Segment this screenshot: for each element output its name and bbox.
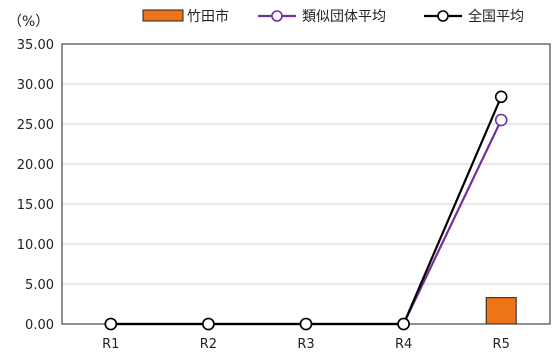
legend-label: 竹田市 — [187, 8, 229, 25]
data-point — [104, 317, 118, 331]
y-tick-label: 25.00 — [17, 118, 54, 133]
y-tick-label: 0.00 — [25, 318, 54, 333]
y-tick-label: 20.00 — [17, 158, 54, 173]
y-axis-ticks: 35.00 30.00 25.00 20.00 15.00 10.00 5.00 0.00 — [17, 38, 54, 333]
data-point — [202, 317, 215, 331]
y-tick-label: 15.00 — [17, 198, 54, 213]
y-tick-label: 30.00 — [17, 78, 54, 93]
data-point — [494, 90, 508, 104]
y-tick-label: 35.00 — [17, 38, 54, 53]
x-tick-label: R2 — [200, 337, 217, 352]
plot-area — [61, 43, 551, 325]
y-tick-label: 10.00 — [17, 238, 54, 253]
data-point — [299, 317, 313, 331]
x-tick-label: R3 — [297, 337, 314, 352]
legend-marker — [271, 10, 283, 22]
legend-swatch — [142, 9, 184, 22]
x-tick-label: R5 — [493, 337, 510, 352]
series-line — [110, 119, 503, 326]
legend-label: 全国平均 — [468, 8, 524, 25]
series-line — [110, 96, 503, 326]
legend-marker — [437, 10, 449, 22]
data-point — [494, 113, 508, 127]
x-tick-label: R1 — [102, 337, 119, 352]
x-axis-ticks: R1 R2 R3 R4 R5 — [102, 337, 510, 352]
y-tick-label: 5.00 — [25, 278, 54, 293]
bar-series — [485, 297, 517, 325]
legend-label: 類似団体平均 — [302, 9, 386, 25]
x-tick-label: R4 — [395, 337, 412, 352]
legend: 竹田市 類似団体平均 全国平均 — [142, 8, 524, 25]
data-point — [397, 317, 410, 331]
grid-lines — [62, 83, 550, 285]
y-unit-label: （%） — [8, 14, 49, 30]
bar — [485, 297, 517, 325]
line-series — [104, 90, 508, 331]
